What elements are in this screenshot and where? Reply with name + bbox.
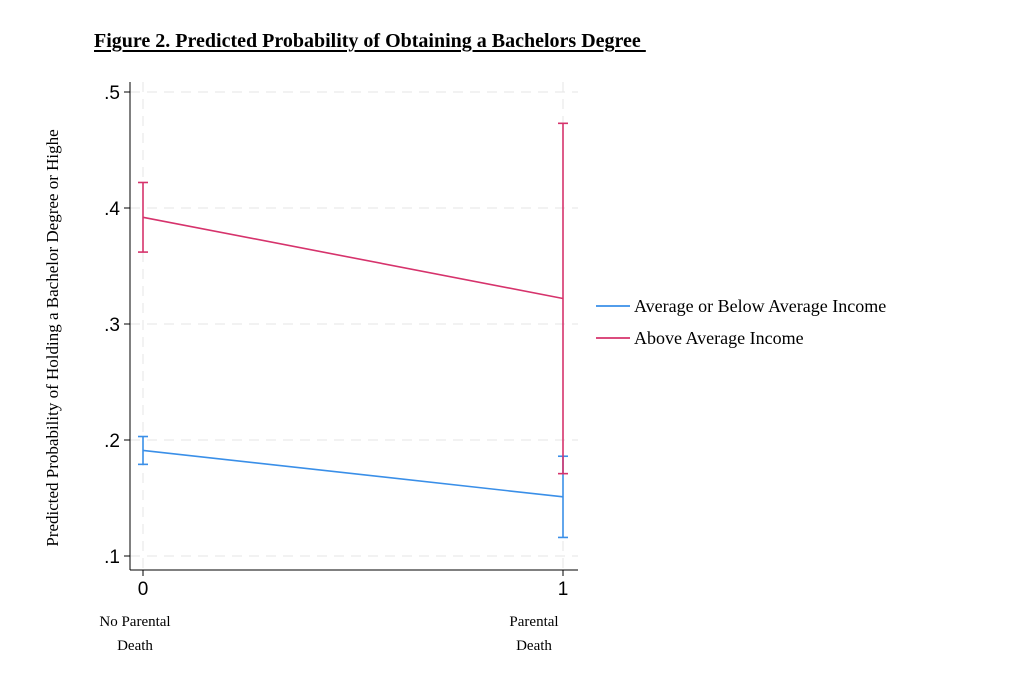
legend-label: Average or Below Average Income xyxy=(634,296,886,316)
y-tick-label: .4 xyxy=(104,199,120,220)
x-tick-label: 1 xyxy=(558,579,569,600)
series-layer xyxy=(138,122,568,539)
gridlines xyxy=(130,82,578,570)
x-category-label: Death xyxy=(117,638,153,654)
series-1 xyxy=(138,122,568,475)
y-tick-label: .2 xyxy=(104,431,120,452)
series-line xyxy=(142,216,564,300)
y-axis-ticks: .1 .2 .3 .4 .5 xyxy=(104,83,130,568)
x-category-label: Parental xyxy=(509,614,558,630)
legend-label: Above Average Income xyxy=(634,328,804,348)
x-tick-label: 0 xyxy=(138,579,149,600)
x-category-label: No Parental xyxy=(99,614,170,630)
series-0 xyxy=(138,435,568,539)
y-tick-label: .1 xyxy=(104,547,120,568)
y-tick-label: .3 xyxy=(104,315,120,336)
legend: Average or Below Average Income Above Ave… xyxy=(596,296,886,348)
chart-title: Figure 2. Predicted Probability of Obtai… xyxy=(94,30,646,52)
x-category-label: Death xyxy=(516,638,552,654)
axes xyxy=(129,82,578,571)
y-tick-label: .5 xyxy=(104,83,120,104)
series-line xyxy=(142,449,564,498)
y-axis-label: Predicted Probability of Holding a Bache… xyxy=(43,129,62,546)
